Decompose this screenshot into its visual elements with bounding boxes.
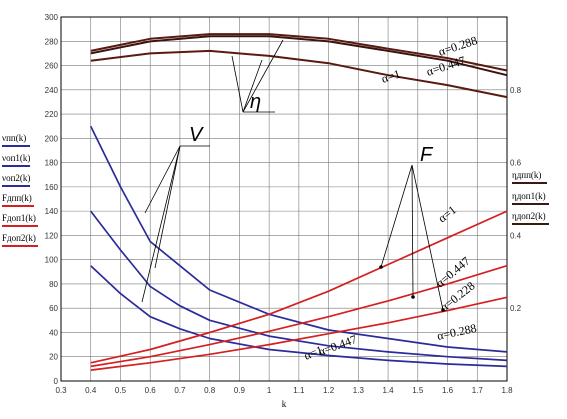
y-left-tick-label-5: 100: [45, 256, 59, 265]
legend-item-f-pp: Fдпп(k): [2, 193, 32, 203]
eta-leader-2: [242, 59, 263, 113]
tick-labels: 0.3 0.4 0.5 0.6 0.7 0.8 0.9 1 1.1 1.2 1.3 1.4 1.5 1.6…: [45, 13, 522, 395]
y-left-tick-label-0: 0: [54, 377, 59, 386]
x-tick-label-14: 1.7: [472, 386, 484, 395]
series-line-v-1: [90, 210, 508, 362]
v-annotation: V: [141, 124, 210, 303]
legend-item-f-op2: Fдоп2(k): [2, 233, 36, 243]
alpha-label-v-1: α=1: [302, 343, 325, 363]
y-left-tick-label-15: 300: [45, 13, 59, 22]
v-leader-1: [144, 145, 181, 214]
y-left-tick-label-10: 200: [45, 134, 59, 143]
y-left-tick-label-9: 180: [45, 159, 59, 168]
eta-symbol: η: [250, 91, 261, 113]
y-left-tick-label-6: 120: [45, 231, 59, 240]
legend-item-f-op1: Fдоп1(k): [2, 213, 36, 223]
y-left-tick-label-7: 140: [45, 207, 59, 216]
y-left-tick-label-3: 60: [49, 304, 58, 313]
x-tick-label-12: 1.5: [412, 386, 424, 395]
y-right-tick-label-1: 0.4: [510, 231, 522, 240]
y-left-tick-label-13: 260: [45, 62, 59, 71]
eta-annotation: η: [231, 39, 284, 113]
y-left-tick-label-11: 220: [45, 110, 59, 119]
y-right-tick-label-3: 0.8: [510, 86, 522, 95]
series-layer: [89, 33, 508, 371]
legend-left: νпп(k) νоп1(k) νоп2(k) Fдпп(k) Fдоп1(k) …: [2, 133, 38, 247]
f-marker-1: [379, 265, 383, 269]
x-tick-label-15: 1.8: [501, 386, 513, 395]
series-line-v-0: [89, 125, 508, 353]
series-line-eta-6: [90, 33, 508, 72]
x-tick-label-13: 1.6: [442, 386, 454, 395]
legend-item-eta-op1: ηдоп1(k): [512, 191, 546, 201]
series-line-F-5: [90, 296, 508, 371]
x-tick-label-10: 1.3: [353, 386, 365, 395]
y-left-tick-label-1: 20: [49, 353, 58, 362]
x-tick-label-9: 1.2: [323, 386, 335, 395]
x-tick-label-0: 0.3: [55, 386, 67, 395]
x-tick-label-11: 1.4: [383, 386, 395, 395]
v-symbol: V: [189, 124, 204, 146]
x-tick-label-3: 0.6: [145, 386, 157, 395]
legend-item-v-op1: νоп1(k): [2, 153, 30, 163]
v-leader-2: [154, 145, 181, 269]
y-left-tick-label-4: 80: [49, 280, 58, 289]
x-tick-label-5: 0.8: [204, 386, 216, 395]
x-tick-label-1: 0.4: [85, 386, 97, 395]
f-leader-1: [380, 164, 413, 268]
y-left-tick-label-12: 240: [45, 86, 59, 95]
alpha-label-v-0288: α=0.288: [436, 321, 478, 343]
y-right-tick-label-2: 0.6: [510, 159, 522, 168]
legend-item-v-op2: νоп2(k): [2, 173, 30, 183]
plot-frame: [60, 16, 508, 382]
f-leader-2: [411, 164, 414, 298]
f-symbol: F: [420, 144, 434, 166]
x-axis-label: k: [282, 399, 287, 409]
y-left-tick-label-14: 280: [45, 37, 59, 46]
series-line-F-4: [90, 264, 508, 368]
f-annotation: F: [379, 144, 445, 312]
x-tick-label-6: 0.9: [234, 386, 246, 395]
y-left-tick-label-2: 40: [49, 328, 58, 337]
f-marker-3: [441, 308, 445, 312]
series-line-v-2: [90, 265, 508, 368]
eta-leader-1: [231, 55, 244, 113]
v-leader-3: [141, 145, 181, 303]
legend-item-v-pp: νпп(k): [2, 133, 26, 143]
alpha-label-eta-1: α=1: [380, 67, 402, 86]
x-tick-label-7: 1: [267, 386, 272, 395]
eta-leader-3: [242, 39, 284, 113]
alpha-label-f-1: α=1: [435, 203, 459, 226]
f-leader-3: [411, 164, 444, 311]
series-line-eta-8: [90, 49, 508, 99]
series-line-F-3: [90, 210, 508, 364]
y-right-tick-label-0: 0.2: [510, 304, 522, 313]
series-line-eta-7: [90, 35, 508, 77]
x-tick-label-2: 0.5: [115, 386, 127, 395]
x-tick-label-4: 0.7: [174, 386, 186, 395]
grid: [60, 16, 508, 382]
legend-item-eta-pp: ηдпп(k): [512, 170, 541, 180]
f-marker-2: [411, 295, 415, 299]
x-tick-label-8: 1.1: [293, 386, 305, 395]
y-left-tick-label-8: 160: [45, 183, 59, 192]
legend-item-eta-op2: ηдоп2(k): [512, 211, 546, 221]
legend-right: ηдпп(k) ηдоп1(k) ηдоп2(k): [512, 170, 549, 225]
